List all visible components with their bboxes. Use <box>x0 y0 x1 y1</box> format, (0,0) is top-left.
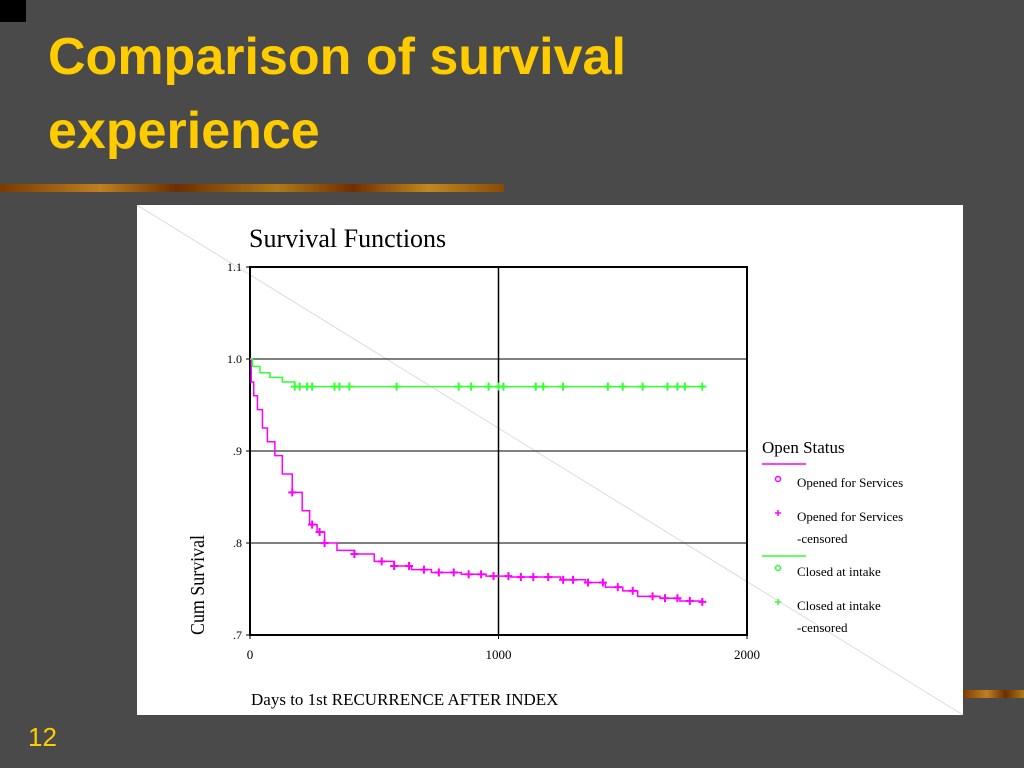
censored-marker-1 <box>295 382 304 391</box>
censored-marker-0 <box>464 570 473 579</box>
censored-marker-1 <box>680 382 689 391</box>
legend-label: Opened for Services <box>797 509 903 524</box>
censored-marker-0 <box>598 578 607 587</box>
y-tick-label: .9 <box>233 444 242 458</box>
censored-marker-0 <box>405 562 414 570</box>
title-divider <box>0 184 504 192</box>
censored-marker-0 <box>685 596 694 605</box>
x-tick-label: 1000 <box>486 647 512 662</box>
series-line-0 <box>250 358 704 602</box>
censored-marker-0 <box>288 488 297 497</box>
censored-marker-0 <box>449 568 458 577</box>
censored-marker-1 <box>531 382 540 391</box>
x-tick-label: 0 <box>247 647 254 662</box>
censored-marker-1 <box>539 382 548 391</box>
legend-label-censored: -censored <box>797 531 848 546</box>
censored-marker-1 <box>618 382 627 391</box>
y-tick-label: 1.1 <box>227 260 242 274</box>
chart-panel: Survival Functions .7 .8 .9 1.0 1.1 0 1000 2000… <box>136 204 964 716</box>
censored-marker-1 <box>308 382 317 391</box>
censored-marker-0 <box>315 527 324 536</box>
censored-marker-1 <box>638 382 647 391</box>
censored-marker-0 <box>660 594 669 603</box>
bottom-divider <box>962 690 1024 698</box>
censored-marker-1 <box>484 382 493 391</box>
censored-marker-0 <box>308 520 317 529</box>
legend-marker <box>774 475 782 483</box>
legend-label: Opened for Services <box>797 475 903 490</box>
censored-marker-1 <box>499 382 508 391</box>
censored-marker-0 <box>583 578 592 587</box>
censored-marker-1 <box>698 382 707 391</box>
censored-marker-0 <box>648 592 657 601</box>
censored-marker-0 <box>377 557 386 566</box>
censored-marker-1 <box>603 382 612 391</box>
censored-marker-0 <box>320 539 329 547</box>
censored-marker-1 <box>345 382 354 391</box>
censored-marker-1 <box>454 382 463 391</box>
y-tick-label: .7 <box>233 628 242 642</box>
chart-title: Survival Functions <box>249 224 446 253</box>
y-axis-label: Cum Survival <box>187 535 209 635</box>
censored-marker-1 <box>559 382 568 391</box>
censored-marker-0 <box>434 568 443 577</box>
x-axis-label: Days to 1st RECURRENCE AFTER INDEX <box>251 690 558 709</box>
censored-marker-0 <box>516 573 525 582</box>
panel-diagonal <box>136 204 964 716</box>
censored-marker-0 <box>529 573 538 582</box>
censored-marker-1 <box>673 382 682 391</box>
y-tick-label: .8 <box>233 536 242 550</box>
censored-marker-0 <box>477 570 486 579</box>
censored-marker-1 <box>663 382 672 391</box>
censored-marker-0 <box>504 572 513 581</box>
censored-marker-0 <box>559 575 568 584</box>
legend-label-censored: -censored <box>797 620 848 635</box>
series-line-1 <box>250 358 703 388</box>
y-tick-label: 1.0 <box>227 352 242 366</box>
legend-title: Open Status <box>762 438 845 457</box>
censored-marker-0 <box>613 583 622 592</box>
censored-marker-0 <box>698 597 707 606</box>
censored-marker-0 <box>544 573 553 582</box>
slide-title: Comparison of survival experience <box>48 28 626 160</box>
censored-marker-0 <box>673 594 682 603</box>
censored-marker-1 <box>392 382 401 391</box>
slide-number: 12 <box>28 722 57 752</box>
censored-marker-0 <box>390 562 399 570</box>
censored-marker-0 <box>628 586 637 595</box>
censored-marker-1 <box>467 382 476 391</box>
corner-mark <box>0 0 26 22</box>
legend-marker <box>774 564 782 572</box>
legend-label: Closed at intake <box>797 598 881 613</box>
legend-label: Closed at intake <box>797 564 881 579</box>
censored-marker-1 <box>335 382 344 391</box>
x-tick-label: 2000 <box>734 647 760 662</box>
censored-marker-0 <box>569 575 578 584</box>
censored-marker-0 <box>419 565 428 574</box>
censored-marker-0 <box>489 572 498 581</box>
survival-chart: Survival Functions .7 .8 .9 1.0 1.1 0 1000 2000… <box>136 204 964 716</box>
censored-marker-0 <box>350 550 359 559</box>
